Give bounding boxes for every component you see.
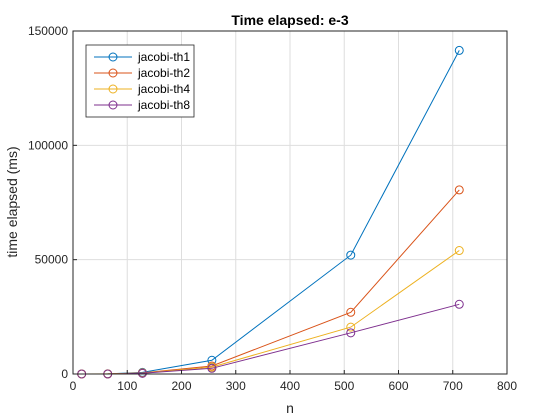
x-tick-label: 200: [171, 379, 191, 393]
data-point: [346, 250, 356, 260]
y-axis-label: time elapsed (ms): [4, 146, 20, 257]
y-tick-label: 0: [61, 367, 68, 381]
legend-marker: [108, 100, 118, 110]
x-tick-label: 0: [70, 379, 77, 393]
legend-entry: jacobi-th4: [94, 82, 190, 96]
x-axis-label: n: [286, 400, 294, 416]
legend-marker: [108, 68, 118, 78]
x-tick-label: 700: [443, 379, 463, 393]
chart-title: Time elapsed: e-3: [231, 12, 348, 28]
legend-label: jacobi-th1: [137, 50, 190, 64]
x-tick-label: 100: [117, 379, 137, 393]
data-point: [137, 368, 147, 378]
x-tick-label: 300: [226, 379, 246, 393]
data-point: [454, 185, 464, 195]
ticks: [72, 30, 508, 375]
data-point: [454, 299, 464, 309]
legend-entry: jacobi-th8: [94, 98, 190, 112]
legend-label: jacobi-th8: [137, 98, 190, 112]
data-point: [207, 363, 217, 373]
legend-marker: [108, 84, 118, 94]
legend: jacobi-th1 jacobi-th2 jacobi-th4 jacobi-th8: [85, 44, 195, 118]
legend-label: jacobi-th2: [137, 66, 190, 80]
legend-entry: jacobi-th1: [94, 50, 190, 64]
x-tick-label: 400: [280, 379, 300, 393]
data-point: [454, 246, 464, 256]
y-tick-label: 100000: [28, 138, 68, 152]
legend-marker: [108, 52, 118, 62]
data-point: [346, 328, 356, 338]
y-tick-label: 50000: [35, 253, 69, 267]
x-tick-label: 500: [334, 379, 354, 393]
y-tick-label: 150000: [28, 24, 68, 38]
legend-label: jacobi-th4: [137, 82, 190, 96]
x-tick-label: 600: [388, 379, 408, 393]
legend-entry: jacobi-th2: [94, 66, 190, 80]
data-point: [454, 45, 464, 55]
data-point: [346, 322, 356, 332]
tick-labels: 0 100 200 300 400 500 600 700 800 0 50000 100000 150…: [28, 24, 517, 393]
x-tick-label: 800: [497, 379, 517, 393]
data-point: [346, 307, 356, 317]
